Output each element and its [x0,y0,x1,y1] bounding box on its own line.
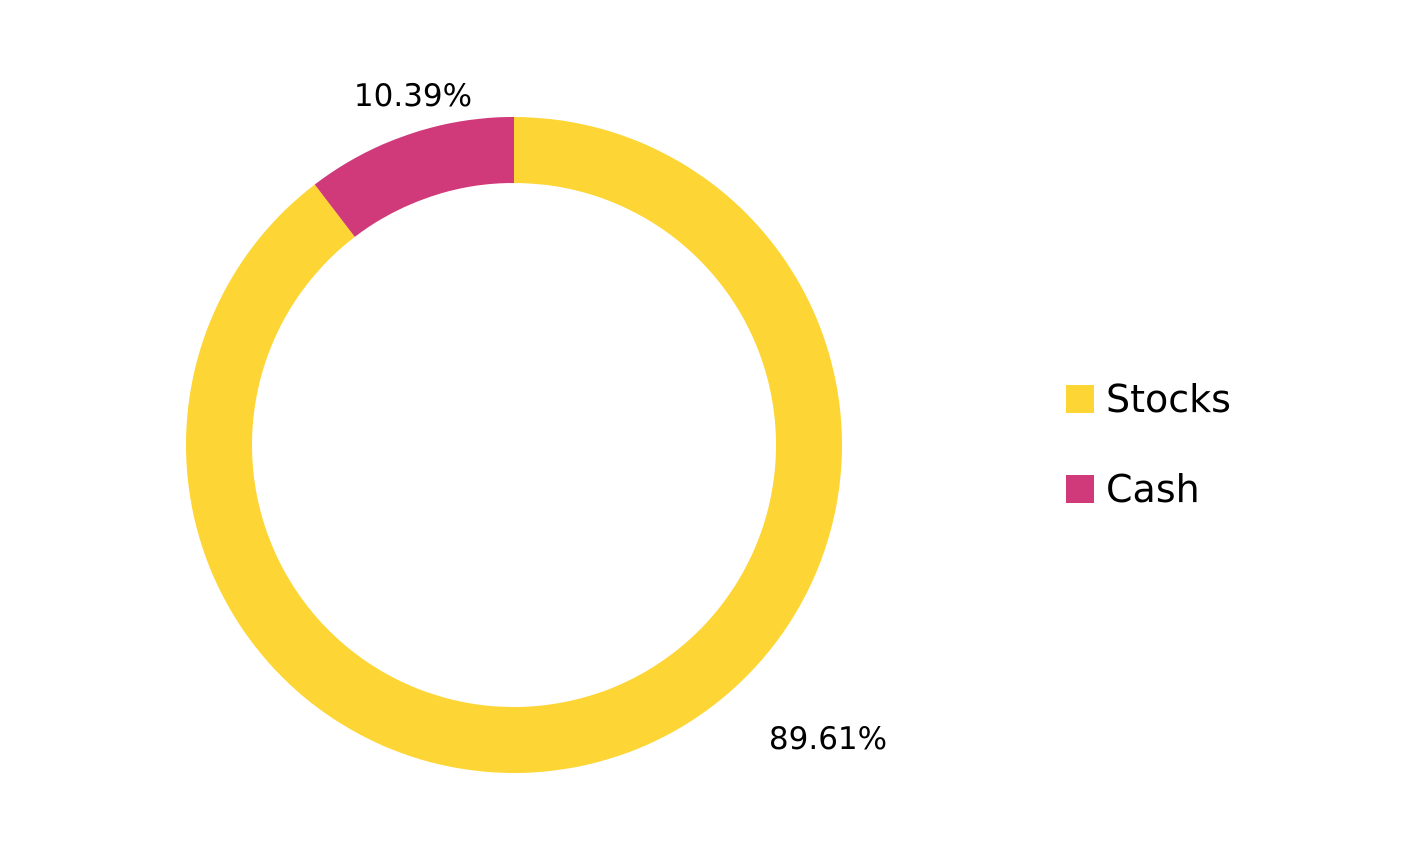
data-label-cash: 10.39% [354,78,472,114]
legend: Stocks Cash [1066,372,1231,552]
legend-swatch-stocks [1066,385,1094,413]
legend-item-stocks[interactable]: Stocks [1066,372,1231,426]
legend-label-cash: Cash [1106,467,1200,511]
donut-slices [186,117,842,773]
slice-stocks[interactable] [186,117,842,773]
legend-item-cash[interactable]: Cash [1066,462,1231,516]
legend-swatch-cash [1066,475,1094,503]
data-labels: 89.61% 10.39% [354,78,887,757]
slice-cash[interactable] [314,117,514,237]
data-label-stocks: 89.61% [769,721,887,757]
legend-label-stocks: Stocks [1106,377,1231,421]
